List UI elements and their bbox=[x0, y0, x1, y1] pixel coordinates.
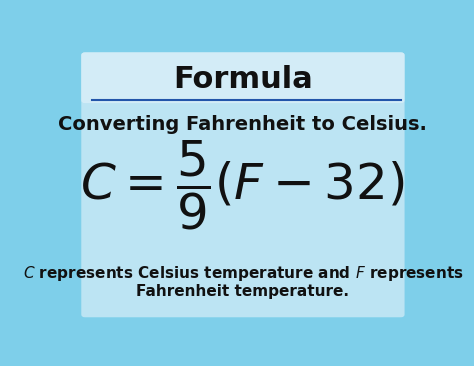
Text: $C$ represents Celsius temperature and $F$ represents: $C$ represents Celsius temperature and $… bbox=[23, 264, 463, 283]
Text: Formula: Formula bbox=[173, 65, 313, 94]
Text: Fahrenheit temperature.: Fahrenheit temperature. bbox=[137, 284, 349, 299]
FancyBboxPatch shape bbox=[82, 52, 405, 317]
FancyBboxPatch shape bbox=[82, 52, 405, 103]
Text: $\mathit{C} = \dfrac{5}{9}(\mathit{F} - 32)$: $\mathit{C} = \dfrac{5}{9}(\mathit{F} - … bbox=[81, 138, 405, 232]
Text: Converting Fahrenheit to Celsius.: Converting Fahrenheit to Celsius. bbox=[58, 115, 428, 134]
